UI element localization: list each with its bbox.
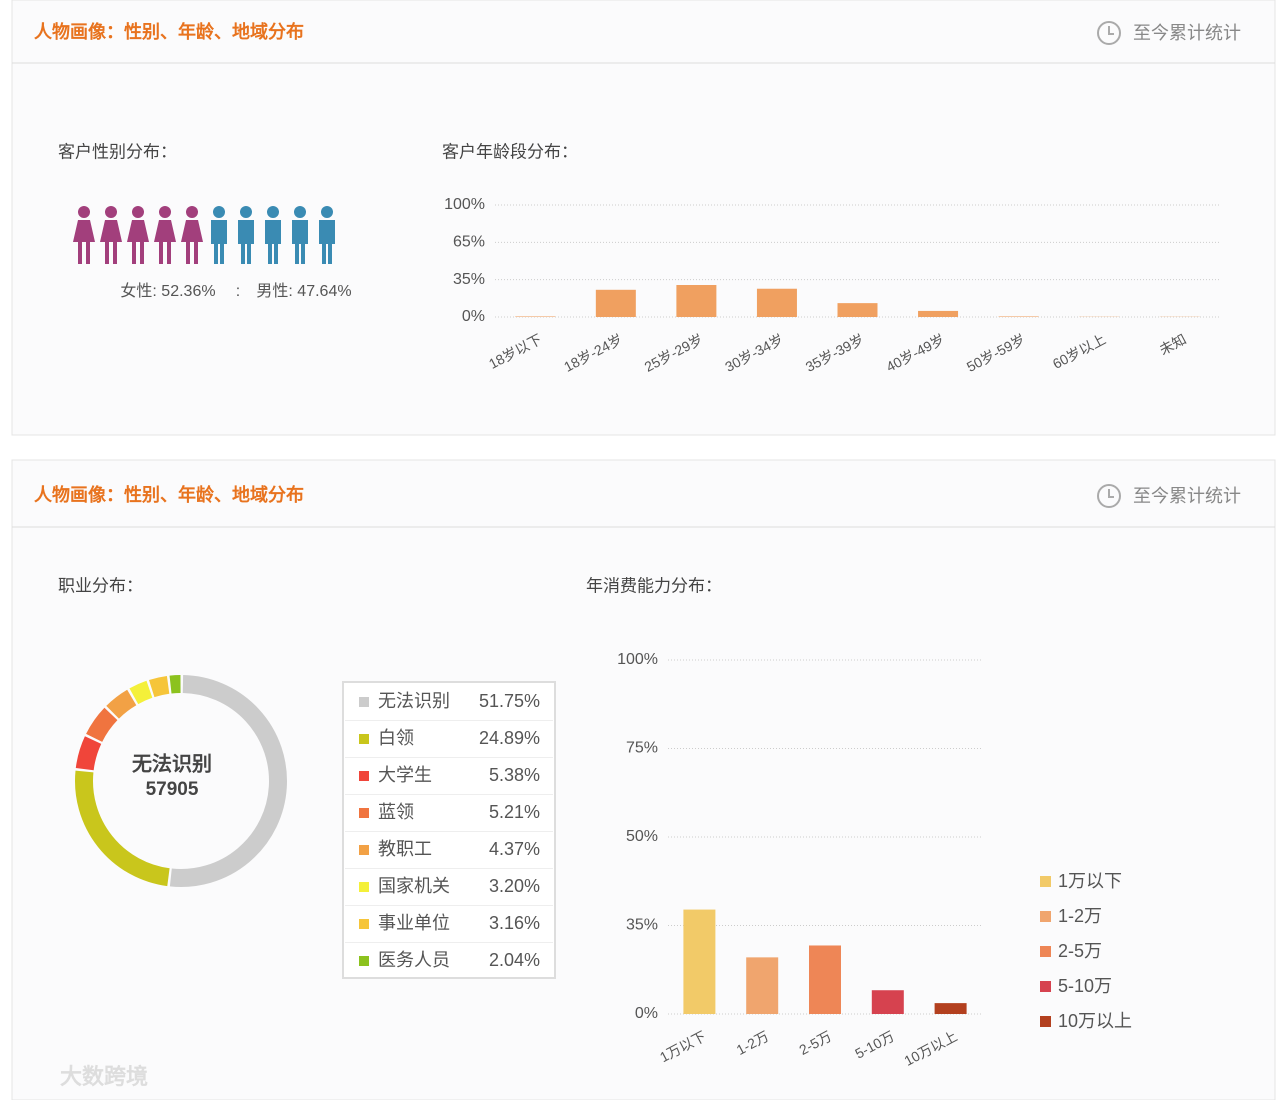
donut-slice [152, 685, 168, 689]
legend-label: 无法识别 [378, 691, 450, 711]
legend-swatch [1040, 946, 1051, 957]
legend-value: 24.89% [479, 728, 540, 748]
person-icon [321, 206, 333, 218]
chart-title: 客户性别分布： [58, 142, 177, 161]
panel-title: 人物画像：性别、年龄、地域分布 [34, 484, 304, 505]
legend-label: 蓝领 [378, 802, 414, 822]
person-icon [159, 206, 171, 218]
legend-swatch [1040, 1016, 1051, 1027]
y-tick-label: 35% [453, 271, 485, 288]
legend-swatch [359, 734, 369, 744]
chart-title: 年消费能力分布： [586, 576, 722, 595]
donut-slice [134, 689, 150, 696]
legend-label: 国家机关 [378, 876, 450, 896]
legend-swatch [359, 771, 369, 781]
person-icon [294, 206, 306, 218]
legend-label: 医务人员 [378, 950, 450, 970]
panel [12, 460, 1275, 1100]
y-tick-label: 0% [462, 308, 485, 325]
legend-label: 白领 [378, 728, 414, 748]
legend-swatch [359, 808, 369, 818]
value-label: 女性: 52.36% [120, 281, 215, 300]
bar [596, 290, 636, 317]
bar [918, 311, 958, 317]
person-icon [267, 206, 279, 218]
legend-label: 大学生 [378, 765, 432, 785]
bar [515, 316, 555, 317]
y-tick-label: 100% [617, 651, 658, 668]
legend-label: 2-5万 [1058, 941, 1102, 961]
bar [809, 945, 841, 1014]
legend-value: 3.16% [489, 913, 540, 933]
legend-value: 5.21% [489, 802, 540, 822]
legend-swatch [1040, 911, 1051, 922]
panel-title: 人物画像：性别、年龄、地域分布 [34, 21, 304, 42]
y-tick-label: 75% [626, 740, 658, 757]
bar [757, 289, 797, 317]
legend-swatch [359, 919, 369, 929]
legend-label: 5-10万 [1058, 976, 1112, 996]
donut-slice [85, 740, 93, 769]
watermark: 大数跨境 [60, 1064, 148, 1089]
legend-label: 1万以下 [1058, 871, 1122, 891]
legend-swatch [359, 697, 369, 707]
legend-value: 5.38% [489, 765, 540, 785]
period[interactable]: 至今累计统计 [1133, 486, 1241, 506]
bar [683, 910, 715, 1014]
legend-label: 事业单位 [378, 913, 450, 933]
y-tick-label: 100% [444, 196, 485, 213]
legend-swatch [359, 956, 369, 966]
legend-swatch [359, 882, 369, 892]
legend-value: 51.75% [479, 691, 540, 711]
center-label: 无法识别 [132, 751, 212, 775]
legend-value: 3.20% [489, 876, 540, 896]
panel [12, 0, 1275, 435]
bar [746, 957, 778, 1014]
y-tick-label: 0% [635, 1005, 658, 1022]
bar [676, 285, 716, 317]
chart-title: 客户年龄段分布： [442, 142, 578, 161]
bar [935, 1003, 967, 1014]
value-label: 男性: 47.64% [256, 282, 351, 300]
bar [838, 303, 878, 317]
separator: : [236, 283, 240, 300]
donut-slice [113, 697, 132, 712]
legend-box [343, 682, 555, 978]
bar [872, 990, 904, 1014]
y-tick-label: 50% [626, 828, 658, 845]
legend-label: 1-2万 [1058, 906, 1102, 926]
person-icon [132, 206, 144, 218]
bar [999, 316, 1039, 317]
legend-label: 10万以上 [1058, 1011, 1132, 1031]
person-icon [186, 206, 198, 218]
legend-label: 教职工 [378, 839, 432, 859]
y-tick-label: 65% [453, 234, 485, 251]
person-icon [78, 206, 90, 218]
person-icon [240, 206, 252, 218]
donut-slice [171, 684, 181, 685]
y-tick-label: 35% [626, 917, 658, 934]
period[interactable]: 至今累计统计 [1133, 23, 1241, 43]
legend-value: 4.37% [489, 839, 540, 859]
person-icon [105, 206, 117, 218]
chart-title: 职业分布： [58, 576, 143, 595]
legend-value: 2.04% [489, 950, 540, 970]
person-icon [213, 206, 225, 218]
legend-swatch [359, 845, 369, 855]
center-value: 57905 [146, 779, 199, 800]
legend-swatch [1040, 981, 1051, 992]
legend-swatch [1040, 876, 1051, 887]
